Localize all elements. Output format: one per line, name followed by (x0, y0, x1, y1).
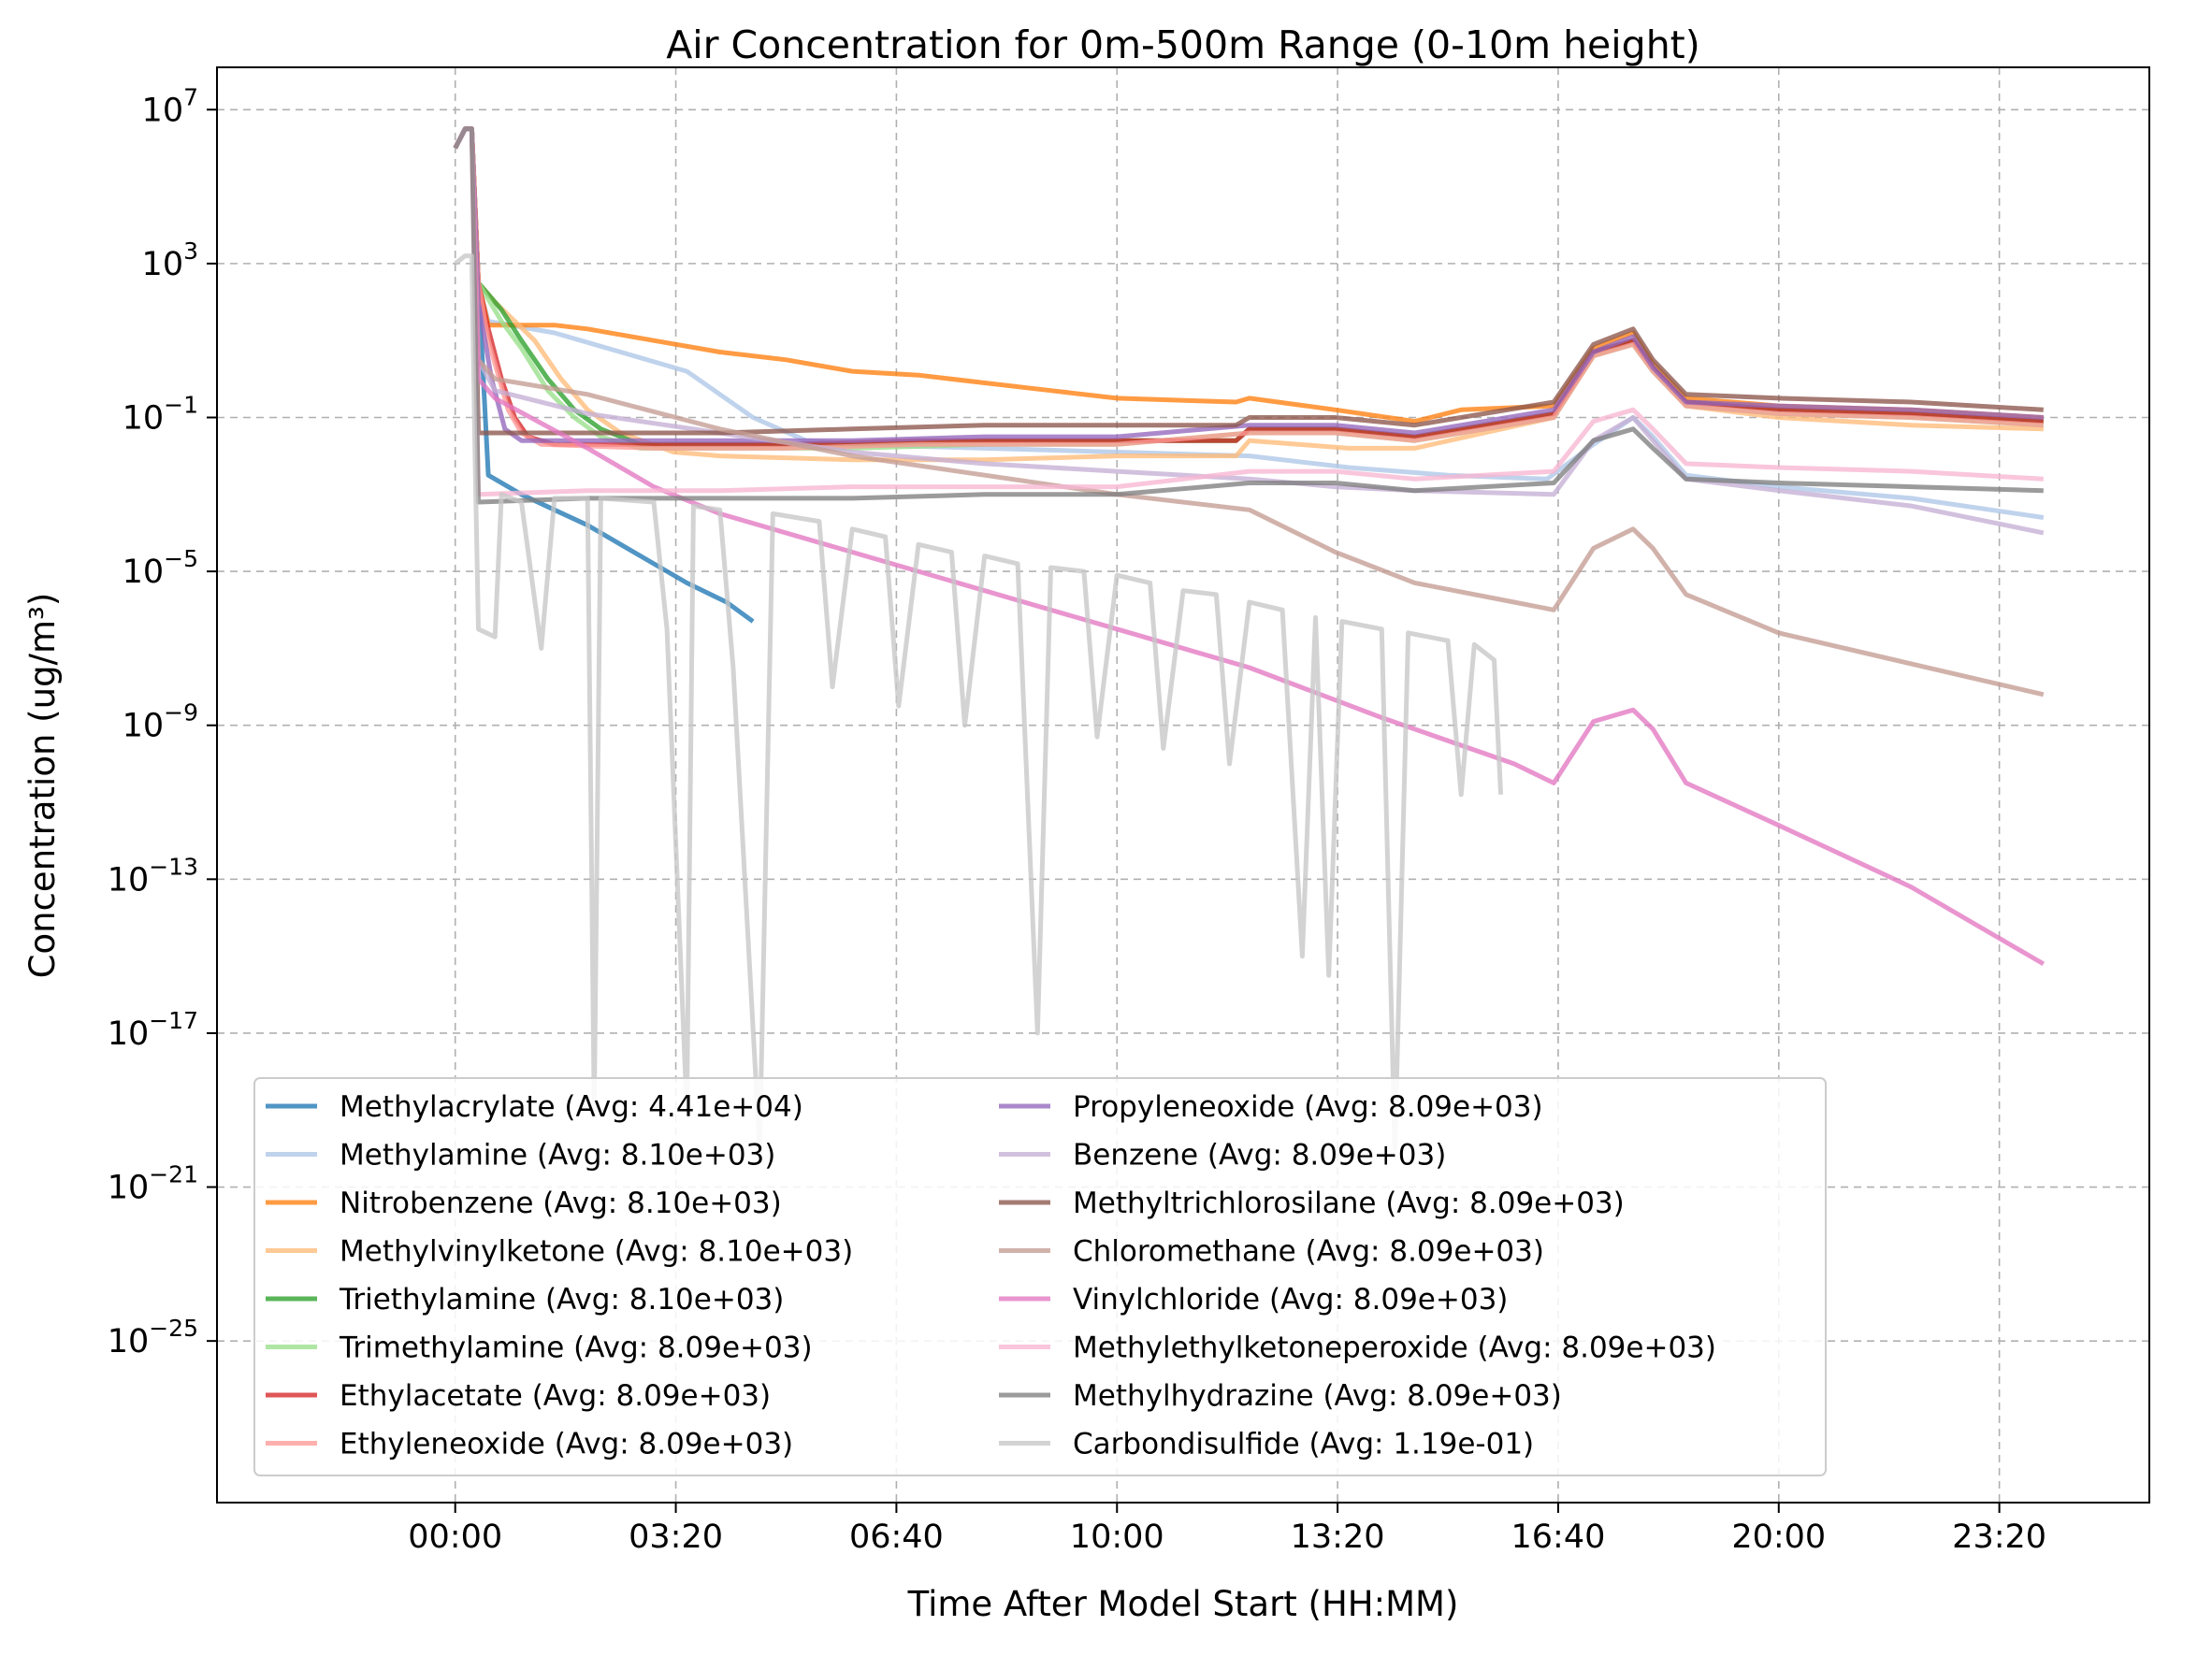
y-tick-label-exponent: −9 (164, 699, 198, 727)
y-axis-label: Concentration (ug/m³) (22, 593, 63, 979)
y-tick-label-base: 10 (108, 1015, 150, 1053)
y-tick-label-base: 10 (108, 1170, 150, 1207)
x-tick-label: 23:20 (1952, 1518, 2046, 1556)
y-tick-label: 10−17 (108, 1007, 198, 1053)
y-tick-label-exponent: −21 (149, 1161, 198, 1188)
legend-label: Chloromethane (Avg: 8.09e+03) (1073, 1235, 1544, 1269)
y-tick-label: 10−13 (108, 853, 198, 899)
series-line (454, 253, 1504, 1151)
y-tick-label: 10−9 (123, 699, 198, 745)
y-tick-label-base: 10 (123, 708, 165, 745)
x-tick-label: 03:20 (629, 1518, 723, 1556)
legend-label: Trimethylamine (Avg: 8.09e+03) (339, 1331, 813, 1365)
y-tick-label-base: 10 (142, 246, 184, 283)
legend-label: Methylvinylketone (Avg: 8.10e+03) (340, 1235, 853, 1269)
series-line (453, 126, 2044, 436)
y-tick-label: 10−21 (108, 1161, 198, 1207)
y-tick-label-exponent: −25 (149, 1315, 198, 1342)
y-tick-label: 103 (142, 237, 198, 283)
x-tick-label: 13:20 (1291, 1518, 1385, 1556)
series-line (453, 126, 2044, 505)
y-tick-label-exponent: 7 (183, 83, 198, 110)
legend-label: Nitrobenzene (Avg: 8.10e+03) (340, 1187, 782, 1220)
legend-label: Methyltrichlorosilane (Avg: 8.09e+03) (1073, 1187, 1625, 1220)
legend-label: Propyleneoxide (Avg: 8.09e+03) (1073, 1090, 1543, 1124)
y-tick-label: 10−5 (123, 545, 198, 591)
legend-label: Methylacrylate (Avg: 4.41e+04) (340, 1090, 803, 1124)
y-tick-label-exponent: −5 (164, 545, 198, 572)
series-line (453, 126, 2044, 443)
legend-label: Benzene (Avg: 8.09e+03) (1073, 1139, 1446, 1173)
series-layer (453, 126, 2046, 1151)
y-tick-label-base: 10 (108, 861, 150, 899)
legend-label: Ethylacetate (Avg: 8.09e+03) (340, 1379, 771, 1413)
x-tick-label: 20:00 (1731, 1518, 1826, 1556)
x-tick-label: 06:40 (849, 1518, 944, 1556)
series-line (453, 126, 2045, 698)
y-tick-label-base: 10 (142, 92, 184, 129)
legend-label: Ethyleneoxide (Avg: 8.09e+03) (340, 1428, 793, 1461)
y-tick-label-base: 10 (123, 554, 165, 591)
legend-label: Methylhydrazine (Avg: 8.09e+03) (1073, 1379, 1562, 1413)
x-tick-label: 00:00 (408, 1518, 502, 1556)
legend-label: Methylamine (Avg: 8.10e+03) (340, 1139, 775, 1173)
y-tick-label: 10−25 (108, 1315, 198, 1360)
legend-label: Methylethylketoneperoxide (Avg: 8.09e+03… (1073, 1331, 1716, 1365)
legend-box (253, 1077, 1827, 1476)
chart-title: Air Concentration for 0m-500m Range (0-1… (666, 22, 1700, 67)
y-tick-label-exponent: 3 (183, 237, 198, 265)
legend-label: Vinylchloride (Avg: 8.09e+03) (1073, 1283, 1508, 1317)
y-tick-label-exponent: −17 (149, 1007, 198, 1034)
legend: Methylacrylate (Avg: 4.41e+04) Methylamin… (253, 1077, 1827, 1476)
series-line (453, 126, 2044, 497)
series-line (453, 126, 2046, 967)
legend-label: Triethylamine (Avg: 8.10e+03) (339, 1283, 784, 1317)
x-tick-label: 10:00 (1070, 1518, 1164, 1556)
y-tick-label-base: 10 (108, 1323, 150, 1360)
tick-layer: 00:00 03:20 06:40 10:00 13:20 16:40 20:00 23:20… (108, 83, 2046, 1556)
plot-frame (216, 66, 2150, 1504)
legend-label: Carbondisulfide (Avg: 1.19e-01) (1073, 1428, 1534, 1461)
y-tick-label-exponent: −13 (149, 853, 198, 880)
x-tick-label: 16:40 (1511, 1518, 1606, 1556)
y-tick-label-exponent: −1 (164, 391, 198, 418)
y-tick-label-base: 10 (123, 399, 165, 437)
y-tick-label: 107 (142, 83, 198, 129)
series-line (453, 126, 2044, 451)
x-axis-label: Time After Model Start (HH:MM) (907, 1584, 1459, 1624)
y-tick-label: 10−1 (123, 391, 198, 437)
